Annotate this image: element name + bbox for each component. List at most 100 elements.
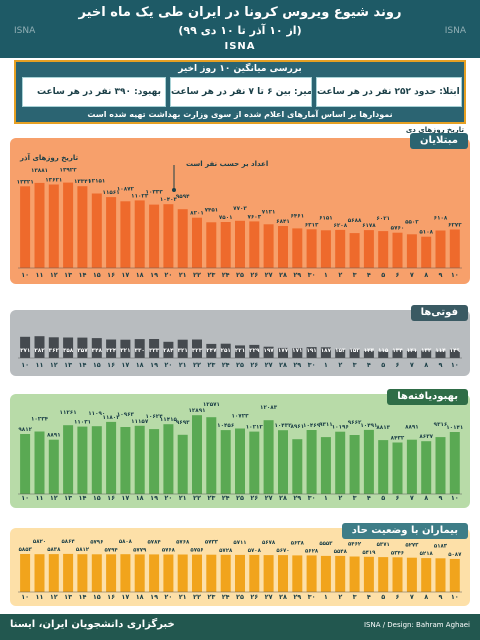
recovered-value-label: ۱۰۲۳۴ [31,417,49,423]
deaths-value-label: ۳۸۲ [34,348,45,354]
critical-date-label: ۱۵ [93,593,101,601]
infected-title: مبتلایان [410,133,468,149]
recovered-bar [235,428,245,494]
critical-value-label: ۵۳۷۱ [377,542,390,548]
deaths-date-label: ۲۳ [207,361,215,369]
infected-date-label: ۲۳ [207,271,215,279]
recovered-date-label: ۷ [410,494,414,502]
recovered-bar [249,431,260,494]
deaths-bar [149,339,160,358]
recovered-date-label: ۹ [439,494,443,502]
deaths-value-label: ۳۲۱ [120,348,130,354]
infected-date-label: ۶ [396,271,400,279]
critical-date-label: ۳ [353,593,357,601]
critical-bar [249,554,260,592]
recovered-bar [306,430,317,494]
critical-value-label: ۵۴۱۹ [362,550,376,556]
infected-date-label: ۲۸ [279,271,287,279]
critical-value-label: ۵۸۰۸ [119,539,133,545]
infected-value-label: ۷۷۰۳ [233,206,247,212]
critical-date-label: ۱۹ [150,593,158,601]
deaths-value-label: ۳۳۰ [135,348,145,354]
recovered-bar [48,439,59,494]
critical-value-label: ۵۲۷۳ [405,543,419,549]
deaths-bar [449,349,460,358]
death-rate: مرگ‌ومیر: بین ۶ تا ۷ نفر در هر ساعت [170,77,312,107]
critical-bar [34,554,45,592]
recovered-value-label: ۱۰۲۱۲ [246,425,264,431]
deaths-date-label: ۱۹ [150,361,158,369]
critical-bar [349,556,360,592]
deaths-bar [63,337,74,358]
deaths-date-label: ۳ [353,361,357,369]
recovery-rate: بهبود: ۳۹۰ نفر در هر ساعت [22,77,166,107]
infected-bar [192,217,202,268]
recovered-date-label: ۲۷ [265,494,273,502]
critical-date-label: ۱۰ [451,593,459,601]
recovered-date-label: ۱۰ [21,494,29,502]
infected-bar [163,204,174,268]
recovered-bar [392,442,403,494]
deaths-bar [220,343,231,358]
recovered-value-label: ۱۱۸۰۲ [103,415,121,421]
infected-date-label: ۳ [353,271,357,279]
deaths-value-label: ۳۲۱ [178,348,188,354]
recovered-bar [421,441,432,494]
critical-bar [163,554,174,592]
deaths-date-label: ۱۴ [79,361,87,369]
deaths-bar [48,337,59,358]
infected-date-label: ۲۹ [293,271,301,279]
recovered-bar [149,429,160,494]
deaths-value-label: ۲۲۹ [249,348,260,354]
critical-date-label: ۲۴ [222,593,230,601]
infected-value-label: ۱۰۳۳۳ [146,190,164,196]
critical-value-label: ۵۷۵۶ [190,548,203,554]
critical-value-label: ۵۶۷۰ [276,548,289,554]
source-note: نمودارها بر اساس آمارهای اعلام شده از سو… [87,110,393,119]
deaths-bar [349,349,360,358]
critical-date-label: ۲۱ [179,593,187,601]
deaths-bar [235,345,245,358]
infected-date-label: ۲۶ [250,271,258,279]
infected-value-label: ۶۲۷۲ [448,223,462,229]
critical-date-label: ۱ [324,593,328,601]
deaths-bar [20,336,31,358]
recovered-value-label: ۱۰۴۵۶ [217,423,234,429]
page-title: روند شیوع ویروس کرونا در ایران طی یک ماه… [78,5,402,20]
infected-date-label: ۱۷ [121,271,129,279]
critical-bar [278,555,288,592]
deaths-bar [77,337,88,358]
critical-value-label: ۵۲۱۸ [420,551,434,557]
critical-bar [91,554,102,592]
deaths-bar [306,347,317,358]
recovered-value-label: ۹۶۹۳ [176,420,190,426]
deaths-date-label: ۲۱ [179,361,187,369]
critical-date-label: ۲ [338,593,342,601]
infected-bar [320,230,331,268]
infected-date-label: ۱۸ [136,271,144,279]
deaths-date-label: ۲۷ [265,361,273,369]
recovered-value-label: ۸۴۳۲ [391,436,405,442]
infected-date-label: ۲۴ [222,271,230,279]
infected-bar [106,197,117,268]
deaths-date-label: ۱۳ [64,361,72,369]
deaths-bar [406,351,417,358]
infected-bar [177,209,188,268]
critical-date-label: ۱۳ [64,593,72,601]
recovered-date-label: ۲۶ [250,494,258,502]
infected-bar [249,221,260,268]
critical-bar [406,557,417,592]
infected-bar [48,184,59,268]
critical-date-label: ۲۰ [164,593,172,601]
deaths-date-label: ۹ [439,361,443,369]
infected-value-label: ۵۱۰۸ [419,230,433,236]
recovered-bar [120,427,131,494]
infected-value-label: ۶۲۰۸ [333,223,347,229]
watermark-right: ISNA [444,26,466,36]
infected-bar [392,232,403,268]
recovered-value-label: ۱۰۱۴۱ [446,425,463,431]
critical-bar [306,555,317,592]
critical-value-label: ۵۴۶۲ [348,542,362,548]
